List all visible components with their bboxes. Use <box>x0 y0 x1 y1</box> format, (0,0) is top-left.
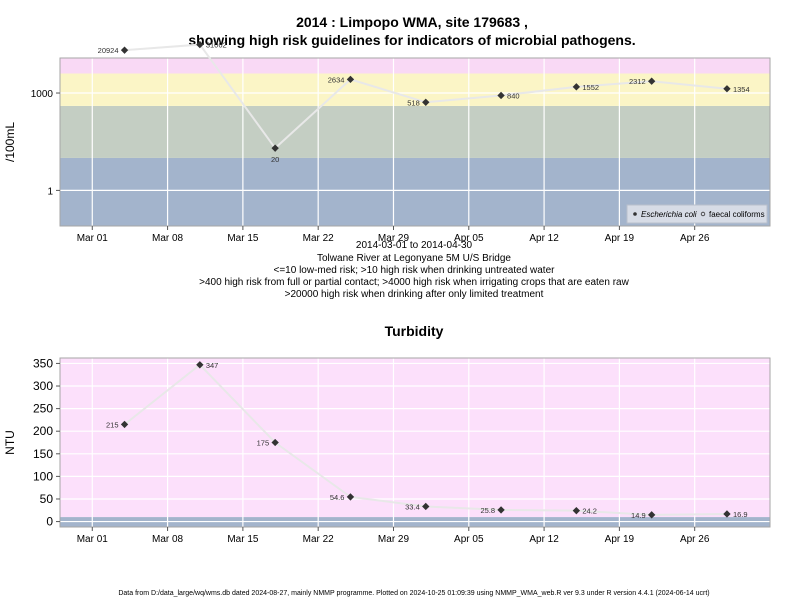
data-label: 16.9 <box>733 510 748 519</box>
note-date-range: 2014-03-01 to 2014-04-30 <box>356 240 473 251</box>
y-tick-label: 100 <box>33 469 53 483</box>
data-label: 2634 <box>328 75 345 84</box>
y-axis: 1 1000 <box>31 89 60 197</box>
x-tick-label: Apr 26 <box>680 233 710 244</box>
data-point <box>572 506 581 515</box>
chart-title-line1: 2014 : Limpopo WMA, site 179683 , <box>296 14 528 30</box>
x-axis: Mar 01 Mar 08 Mar 15 Mar 22 Mar 29 Apr 05 Apr … <box>77 226 710 244</box>
x-tick-label: Mar 08 <box>152 534 184 545</box>
data-label: 54.6 <box>330 493 345 502</box>
x-tick-label: Mar 22 <box>303 534 335 545</box>
data-label: 14.9 <box>631 511 646 520</box>
y-axis: 0 50 100 150 200 250 300 350 <box>33 356 60 529</box>
x-tick-label: Mar 29 <box>378 534 410 545</box>
band-high-turbidity <box>60 358 770 518</box>
data-point <box>346 493 355 501</box>
data-label: 175 <box>257 439 270 448</box>
y-axis-label: NTU <box>3 430 17 455</box>
y-tick-label: 1 <box>47 186 53 197</box>
turbidity-panel: Mar 01 Mar 08 Mar 15 Mar 22 Mar 29 Apr 05 Apr … <box>3 356 771 545</box>
data-point <box>647 77 656 85</box>
y-tick-label: 150 <box>33 447 53 461</box>
x-tick-label: Mar 01 <box>77 233 109 244</box>
y-tick-label: 250 <box>33 402 53 416</box>
legend-box <box>626 204 768 224</box>
x-tick-label: Apr 12 <box>529 233 559 244</box>
data-label: 20 <box>271 155 279 164</box>
x-tick-label: Apr 05 <box>454 534 484 545</box>
data-label: 518 <box>407 98 420 107</box>
legend-label-e-coli: Escherichia coli <box>641 210 697 219</box>
x-tick-label: Apr 05 <box>454 233 484 244</box>
data-point <box>723 510 731 518</box>
data-label: 33.4 <box>405 502 420 511</box>
note-risk-low: <=10 low-med risk; >10 high risk when dr… <box>274 265 556 276</box>
x-axis: Mar 01 Mar 08 Mar 15 Mar 22 Mar 29 Apr 05 Apr … <box>77 527 710 545</box>
band-irrigation-risk <box>60 58 770 74</box>
x-tick-label: Apr 26 <box>680 534 710 545</box>
data-label: 840 <box>507 91 520 100</box>
data-point <box>572 83 581 91</box>
x-tick-label: Apr 19 <box>605 233 635 244</box>
data-point <box>422 502 430 511</box>
data-label: 1354 <box>733 85 750 94</box>
chart-title-line2: showing high risk guidelines for indicat… <box>188 32 635 48</box>
data-label: 347 <box>206 361 219 370</box>
legend-label-faecal-coliforms: faecal coliforms <box>709 210 765 219</box>
microbial-panel: Mar 01 Mar 08 Mar 15 Mar 22 Mar 29 Apr 05 Apr … <box>3 41 771 244</box>
plot-frame <box>59 57 771 227</box>
data-label: 1552 <box>582 83 599 92</box>
data-point <box>346 75 355 84</box>
turbidity-title: Turbidity <box>385 323 444 339</box>
data-label: 31062 <box>206 41 227 50</box>
data-label: 25.8 <box>480 506 495 515</box>
data-point <box>196 361 204 369</box>
data-label: 24.2 <box>582 507 597 516</box>
y-tick-label: 50 <box>40 492 54 506</box>
grid-lines <box>60 58 770 226</box>
x-tick-label: Mar 22 <box>303 233 335 244</box>
footer-note: Data from D:/data_large/wq/wms.db dated … <box>118 590 709 597</box>
data-label: 215 <box>106 420 119 429</box>
x-tick-label: Mar 29 <box>378 233 410 244</box>
data-point <box>497 91 505 100</box>
data-label: 20924 <box>98 46 119 55</box>
x-tick-label: Mar 15 <box>227 534 259 545</box>
band-drinking-risk <box>60 105 770 158</box>
legend-marker-e-coli <box>633 212 637 216</box>
y-tick-label: 200 <box>33 424 53 438</box>
data-point <box>497 506 505 514</box>
note-risk-contact: >400 high risk from full or partial cont… <box>199 277 629 288</box>
data-label: 2312 <box>629 77 646 86</box>
data-point <box>120 420 129 429</box>
plot-frame <box>59 357 771 528</box>
x-tick-label: Apr 12 <box>529 534 559 545</box>
y-tick-label: 300 <box>33 379 53 393</box>
data-point <box>120 46 129 54</box>
legend-marker-faecal-coliforms <box>700 211 706 217</box>
note-site-name: Tolwane River at Legonyane 5M U/S Bridge <box>317 253 511 264</box>
y-tick-label: 0 <box>46 515 53 529</box>
x-tick-label: Apr 19 <box>605 534 635 545</box>
x-tick-label: Mar 08 <box>152 233 184 244</box>
data-point <box>647 511 656 519</box>
grid-lines <box>60 358 770 527</box>
y-tick-label: 1000 <box>31 89 54 100</box>
data-point <box>271 438 279 447</box>
data-point <box>723 85 731 93</box>
legend: Escherichia coli faecal coliforms <box>626 204 768 224</box>
x-tick-label: Mar 01 <box>77 534 109 545</box>
data-point <box>422 98 430 106</box>
x-tick-label: Mar 15 <box>227 233 259 244</box>
y-axis-label: /100mL <box>3 122 17 162</box>
note-risk-treatment: >20000 high risk when drinking after onl… <box>285 289 544 300</box>
y-tick-label: 350 <box>33 356 53 370</box>
data-point <box>271 144 279 152</box>
